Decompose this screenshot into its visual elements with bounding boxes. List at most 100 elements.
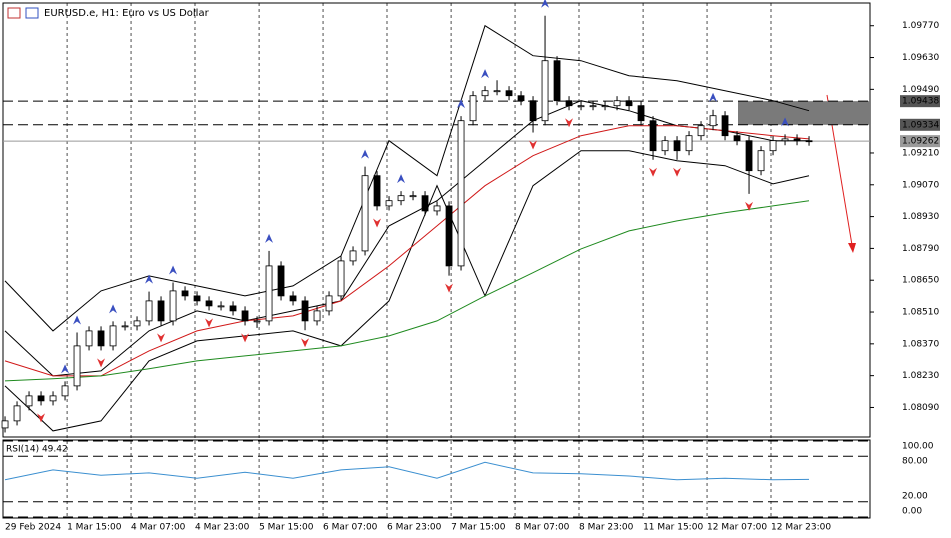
icon xyxy=(25,7,39,19)
buy-signal xyxy=(73,315,82,325)
candle-body xyxy=(649,120,657,152)
candle-body xyxy=(37,395,45,402)
x-tick-label: 4 Mar 23:00 xyxy=(195,523,250,533)
candle-body xyxy=(733,135,741,142)
x-tick-label: 5 Mar 15:00 xyxy=(259,523,314,533)
buy-signal xyxy=(709,92,718,102)
chart-title: EURUSD.e, H1: Euro vs US Dollar xyxy=(44,8,210,19)
candle-body xyxy=(97,330,105,347)
x-tick-label: 4 Mar 07:00 xyxy=(131,523,186,533)
candle-body xyxy=(1,420,9,429)
x-tick-label: 12 Mar 07:00 xyxy=(707,523,767,533)
rsi-tick-label: 100.00 xyxy=(902,442,934,452)
candle-body xyxy=(769,140,777,152)
forecast-arrow-head xyxy=(848,243,856,253)
buy-signal xyxy=(361,149,370,159)
buy-signal xyxy=(457,99,466,109)
y-tick-label: 1.08090 xyxy=(902,403,939,413)
sell-signal xyxy=(745,201,754,211)
candle-body xyxy=(565,100,573,107)
candle-body xyxy=(577,105,585,108)
candle-body xyxy=(697,125,705,137)
indicator-line xyxy=(4,24,810,332)
buy-signal xyxy=(481,69,490,79)
sell-signal xyxy=(241,333,250,343)
indicator-line xyxy=(4,125,810,377)
candle-body xyxy=(721,115,729,137)
y-tick-label: 1.08230 xyxy=(902,371,939,381)
zone xyxy=(738,101,870,125)
candle-body xyxy=(433,205,441,212)
sell-signal xyxy=(529,140,538,150)
candle-body xyxy=(637,105,645,122)
candle-body xyxy=(361,175,369,252)
y-tick-label: 1.08510 xyxy=(902,308,939,318)
candle-body xyxy=(781,138,789,142)
sell-signal xyxy=(649,167,658,177)
indicator-line xyxy=(4,200,810,382)
rsi-frame xyxy=(2,439,871,519)
candle-body xyxy=(757,150,765,172)
level-label: 1.09334 xyxy=(902,120,939,130)
candle-body xyxy=(373,175,381,207)
candle-body xyxy=(205,300,213,307)
y-tick-label: 1.09070 xyxy=(902,180,939,190)
x-tick-label: 7 Mar 15:00 xyxy=(451,523,506,533)
rsi-tick-label: 20.00 xyxy=(902,491,928,501)
candle-body xyxy=(505,90,513,97)
candle-body xyxy=(13,405,21,422)
candle-body xyxy=(469,95,477,122)
candle-body xyxy=(445,205,453,267)
y-tick-label: 1.08790 xyxy=(902,244,939,254)
candle-body xyxy=(493,90,501,93)
candle-body xyxy=(229,305,237,312)
level-box xyxy=(900,95,940,108)
candle-body xyxy=(805,140,813,143)
buy-signal xyxy=(61,364,70,374)
candle-body xyxy=(793,138,801,142)
sell-signal xyxy=(445,283,454,293)
buy-signal xyxy=(781,117,790,127)
rsi-line xyxy=(4,461,810,481)
x-tick-label: 11 Mar 15:00 xyxy=(643,523,703,533)
sell-signal xyxy=(673,167,682,177)
rsi-tick-label: 0.00 xyxy=(902,507,922,517)
candle-body xyxy=(613,100,621,107)
candle-body xyxy=(397,195,405,202)
candle-body xyxy=(385,200,393,207)
candle-body xyxy=(673,140,681,152)
y-tick-label: 1.08930 xyxy=(902,212,939,222)
sell-signal xyxy=(373,218,382,228)
candle-body xyxy=(265,265,273,322)
y-tick-label: 1.09770 xyxy=(902,21,939,31)
candle-body xyxy=(625,100,633,107)
sell-signal xyxy=(97,358,106,368)
sell-signal xyxy=(157,333,166,343)
icon xyxy=(7,7,21,19)
sell-signal xyxy=(37,413,46,423)
x-tick-label: 12 Mar 23:00 xyxy=(771,523,831,533)
candle-body xyxy=(529,100,537,122)
buy-signal xyxy=(265,233,274,243)
candle-body xyxy=(481,90,489,97)
y-tick-label: 1.09490 xyxy=(902,85,939,95)
level-box xyxy=(900,118,940,131)
x-tick-label: 8 Mar 23:00 xyxy=(579,523,634,533)
candle-body xyxy=(157,300,165,322)
candle-body xyxy=(337,260,345,297)
candle-body xyxy=(457,120,465,267)
current-price-label: 1.09262 xyxy=(902,137,939,147)
sell-signal xyxy=(301,338,310,348)
candle-body xyxy=(301,300,309,322)
candle-body xyxy=(133,320,141,327)
x-tick-label: 6 Mar 23:00 xyxy=(387,523,442,533)
y-tick-label: 1.08370 xyxy=(902,339,939,349)
candle-body xyxy=(25,395,33,407)
candle-body xyxy=(169,290,177,322)
buy-signal xyxy=(541,0,550,8)
candle-body xyxy=(349,250,357,262)
candle-body xyxy=(289,295,297,302)
candle-body xyxy=(85,330,93,347)
